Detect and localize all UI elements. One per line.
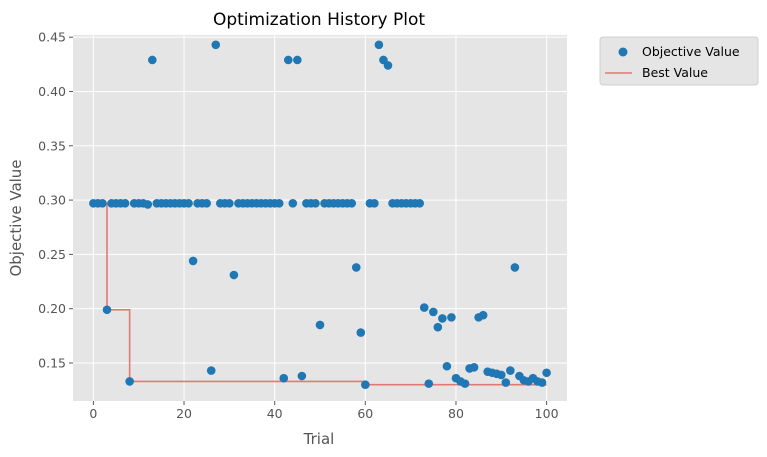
data-point: [447, 313, 456, 322]
y-axis-label: Objective Value: [7, 159, 25, 276]
data-point: [424, 379, 434, 388]
data-point: [374, 40, 384, 50]
data-point: [283, 55, 293, 65]
data-point: [102, 305, 112, 315]
data-point: [361, 380, 370, 390]
data-point: [120, 199, 130, 208]
data-point: [188, 256, 198, 266]
data-point: [311, 199, 320, 208]
data-point: [419, 303, 429, 312]
x-tick-label: 0: [89, 406, 97, 421]
data-point: [293, 55, 302, 65]
legend-marker-objective-value: [618, 47, 628, 57]
x-axis-label: Trial: [303, 430, 335, 448]
data-point: [356, 328, 366, 337]
grid: [73, 35, 567, 401]
legend-box: [599, 36, 759, 86]
data-point: [202, 199, 211, 208]
data-point: [229, 270, 239, 280]
x-tick-label: 80: [448, 406, 464, 421]
data-point: [383, 61, 393, 70]
y-tick-label: 0.15: [38, 355, 66, 370]
data-point: [98, 199, 107, 208]
data-point: [438, 314, 447, 323]
objective-value-series: [89, 40, 551, 390]
data-point: [429, 307, 438, 317]
data-point: [460, 379, 470, 388]
data-point: [206, 366, 216, 375]
y-axis-ticks: 0.15 0.20 0.25 0.30 0.35 0.40 0.45: [38, 30, 73, 370]
data-point: [347, 199, 357, 208]
x-axis-ticks: 0 20 40 60 80 100: [89, 401, 559, 421]
y-tick-label: 0.40: [38, 84, 66, 99]
y-tick-label: 0.30: [38, 193, 66, 208]
data-point: [442, 361, 452, 371]
data-point: [478, 310, 488, 320]
data-point: [415, 199, 425, 208]
data-point: [225, 199, 234, 208]
data-point: [315, 320, 325, 330]
data-point: [297, 371, 307, 381]
data-point: [143, 200, 153, 209]
chart-title: Optimization History Plot: [213, 10, 425, 30]
data-point: [274, 199, 284, 208]
y-tick-label: 0.35: [38, 138, 66, 153]
plot-area: [73, 35, 567, 401]
data-point: [279, 373, 289, 383]
data-point: [288, 199, 298, 208]
data-point: [496, 370, 506, 380]
data-point: [184, 199, 193, 208]
x-tick-label: 20: [176, 406, 192, 421]
data-point: [351, 263, 361, 272]
legend: Objective Value Best Value: [599, 36, 759, 86]
data-point: [125, 377, 134, 386]
legend-label-best-value: Best Value: [642, 65, 708, 80]
x-tick-label: 60: [357, 406, 373, 421]
data-point: [433, 322, 443, 332]
data-point: [211, 40, 221, 50]
x-tick-label: 40: [267, 406, 283, 421]
y-tick-label: 0.25: [38, 247, 66, 262]
legend-label-objective-value: Objective Value: [642, 44, 740, 59]
data-point: [542, 368, 551, 378]
data-point: [537, 378, 547, 387]
y-tick-label: 0.45: [38, 30, 66, 45]
y-tick-label: 0.20: [38, 301, 66, 316]
data-point: [501, 378, 511, 387]
data-point: [510, 263, 520, 272]
data-point: [506, 366, 515, 375]
data-point: [148, 55, 157, 65]
x-tick-label: 100: [535, 406, 559, 421]
data-point: [469, 363, 479, 372]
data-point: [370, 199, 379, 208]
